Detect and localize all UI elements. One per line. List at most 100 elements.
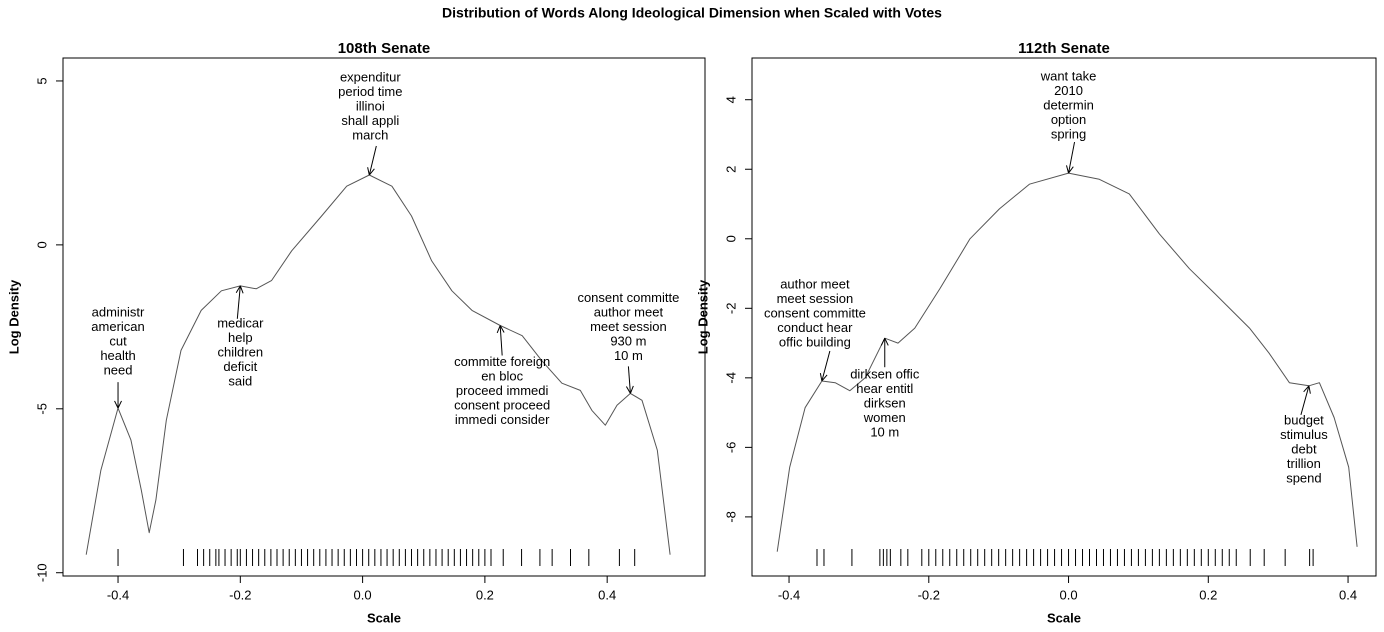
panel-title: 112th Senate bbox=[1018, 40, 1110, 57]
annotation-arrow bbox=[368, 145, 377, 176]
arrow-head bbox=[1303, 385, 1310, 393]
arrow-head bbox=[239, 285, 244, 294]
annotation-text: spend bbox=[1286, 470, 1321, 485]
arrow-head bbox=[1066, 165, 1070, 174]
x-tick-label: 0.4 bbox=[598, 587, 616, 602]
y-tick-label: -5 bbox=[34, 403, 49, 415]
annotation-text: help bbox=[228, 330, 253, 345]
annotation-text: deficit bbox=[223, 359, 257, 374]
annotation-text: dirksen offic bbox=[850, 367, 920, 382]
annotation-text: stimulus bbox=[1280, 427, 1328, 442]
annotation-arrow bbox=[236, 285, 241, 319]
y-axis-label: Log Density bbox=[6, 279, 21, 354]
y-tick-label: -2 bbox=[723, 303, 738, 315]
arrow-head bbox=[821, 374, 828, 382]
annotation-text: debt bbox=[1291, 441, 1317, 456]
arrow-head bbox=[496, 325, 501, 334]
annotation-text: spring bbox=[1051, 127, 1086, 142]
y-tick-label: -6 bbox=[723, 442, 738, 454]
x-tick-label: 0.0 bbox=[1060, 587, 1078, 602]
annotation-text: american bbox=[91, 319, 144, 334]
y-tick-label: -4 bbox=[723, 372, 738, 384]
annotation-text: hear entitl bbox=[856, 381, 913, 396]
arrow-head bbox=[884, 337, 889, 346]
annotation-text: march bbox=[352, 127, 388, 142]
annotation-text: women bbox=[863, 410, 906, 425]
annotation-text: said bbox=[228, 373, 252, 388]
annotation-text: conduct hear bbox=[777, 320, 853, 335]
annotation-text: shall appli bbox=[341, 113, 399, 128]
annotation-arrow bbox=[821, 350, 831, 382]
annotation-text: want take bbox=[1040, 69, 1097, 84]
y-tick-label: -8 bbox=[723, 511, 738, 523]
annotation-text: health bbox=[100, 348, 135, 363]
x-tick-label: -0.2 bbox=[229, 587, 251, 602]
arrow-head bbox=[1068, 166, 1074, 174]
figure-title: Distribution of Words Along Ideological … bbox=[442, 5, 942, 21]
density-curve bbox=[776, 172, 1358, 552]
arrow-head bbox=[1308, 385, 1311, 394]
arrow-head bbox=[117, 400, 122, 409]
annotation-text: consent committe bbox=[577, 290, 679, 305]
annotation-text: budget bbox=[1284, 412, 1324, 427]
y-tick-label: 0 bbox=[34, 241, 49, 248]
annotation-text: illinoi bbox=[356, 98, 385, 113]
x-axis-label: Scale bbox=[1047, 610, 1081, 625]
annotation-text: period time bbox=[338, 84, 402, 99]
annotation-text: trillion bbox=[1287, 456, 1321, 471]
annotation-text: dirksen bbox=[864, 396, 906, 411]
annotation-text: need bbox=[104, 363, 133, 378]
annotation-text: offic building bbox=[779, 334, 851, 349]
arrow-head bbox=[114, 400, 119, 409]
annotation-text: author meet bbox=[594, 304, 664, 319]
annotation-arrow bbox=[499, 325, 503, 356]
annotation-text: en bloc bbox=[481, 368, 523, 383]
y-axis-label: Log Density bbox=[695, 279, 710, 354]
panel-title: 108th Senate bbox=[338, 40, 431, 57]
annotation-text: 2010 bbox=[1054, 83, 1083, 98]
annotation-text: 10 m bbox=[870, 425, 899, 440]
x-tick-label: -0.4 bbox=[107, 587, 129, 602]
y-tick-label: 4 bbox=[723, 96, 738, 103]
y-tick-label: 2 bbox=[723, 166, 738, 173]
arrow-head bbox=[499, 325, 505, 333]
x-tick-label: 0.4 bbox=[1339, 587, 1357, 602]
annotation-arrow bbox=[1068, 141, 1076, 174]
y-tick-label: 5 bbox=[34, 77, 49, 84]
annotation-arrow bbox=[627, 366, 631, 394]
y-tick-label: 0 bbox=[723, 235, 738, 242]
annotation-arrow bbox=[1300, 385, 1310, 415]
annotation-text: 10 m bbox=[614, 348, 643, 363]
annotation-text: committe foreign bbox=[454, 354, 550, 369]
x-tick-label: 0.2 bbox=[1199, 587, 1217, 602]
annotation-text: children bbox=[218, 344, 264, 359]
arrow-head bbox=[880, 337, 886, 346]
annotation-text: determin bbox=[1043, 98, 1094, 113]
annotation-text: immedi consider bbox=[455, 412, 550, 427]
annotation-text: consent proceed bbox=[454, 397, 550, 412]
arrow-head bbox=[367, 167, 370, 176]
annotation-text: meet session bbox=[777, 291, 854, 306]
annotation-text: administr bbox=[92, 305, 145, 320]
x-tick-label: -0.2 bbox=[918, 587, 940, 602]
annotation-text: option bbox=[1051, 112, 1086, 127]
arrow-head bbox=[235, 285, 241, 293]
annotation-text: expenditur bbox=[340, 69, 401, 84]
x-axis-label: Scale bbox=[367, 610, 401, 625]
annotation-text: proceed immedi bbox=[456, 383, 549, 398]
density-curve bbox=[85, 174, 671, 555]
x-tick-label: 0.2 bbox=[476, 587, 494, 602]
annotation-text: author meet bbox=[780, 276, 850, 291]
arrow-head bbox=[819, 373, 823, 382]
arrow-head bbox=[625, 386, 631, 394]
x-tick-label: -0.4 bbox=[778, 587, 800, 602]
annotation-text: medicar bbox=[217, 315, 264, 330]
x-tick-label: 0.0 bbox=[354, 587, 372, 602]
arrow-head bbox=[368, 168, 375, 176]
arrow-head bbox=[629, 385, 634, 394]
annotation-text: meet session bbox=[590, 319, 667, 334]
annotation-text: cut bbox=[109, 334, 127, 349]
annotation-text: consent committe bbox=[764, 305, 866, 320]
annotation-text: 930 m bbox=[610, 333, 646, 348]
